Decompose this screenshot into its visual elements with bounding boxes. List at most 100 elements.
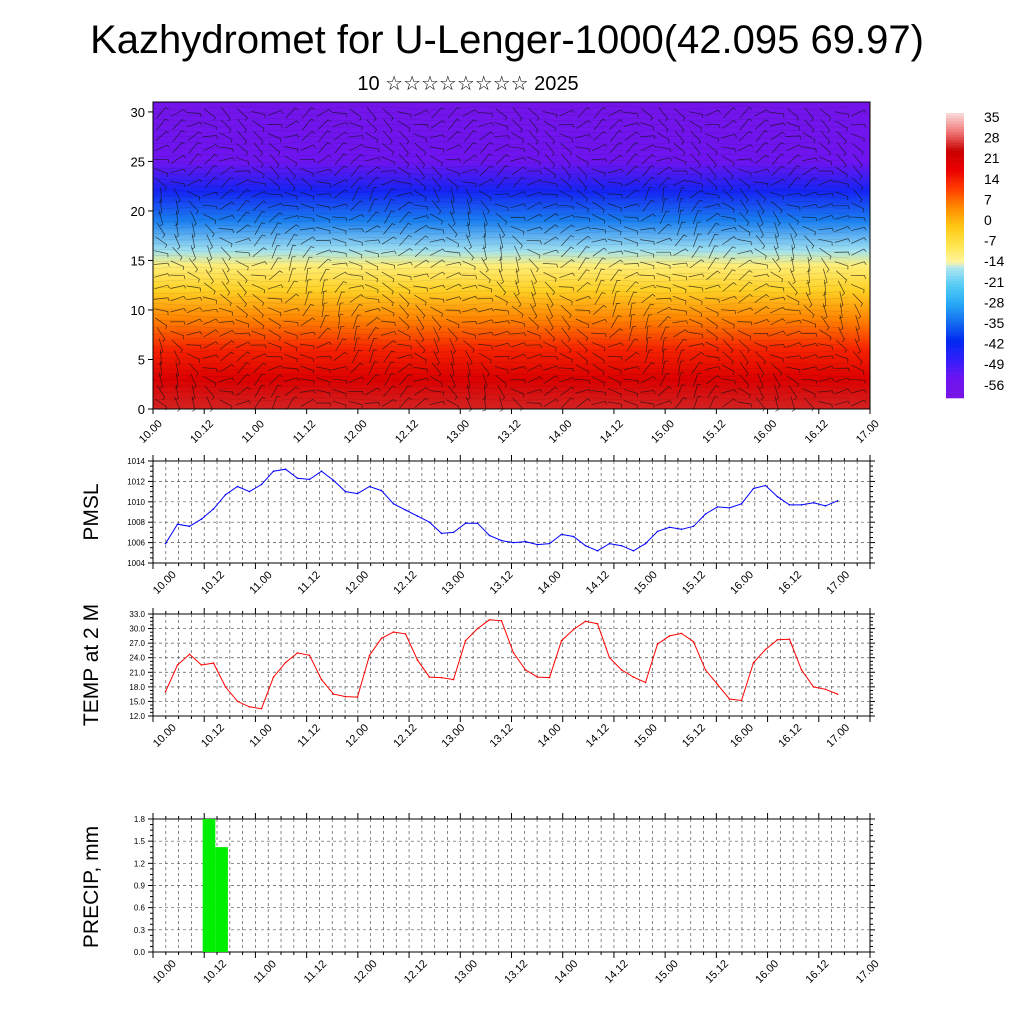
- colorbar-band: [946, 254, 964, 258]
- x-tick-label: 12.00: [343, 722, 371, 750]
- pmsl-point: [308, 478, 311, 481]
- pmsl-point: [776, 495, 779, 498]
- colorbar-band: [946, 281, 964, 285]
- colorbar-band: [946, 387, 964, 391]
- colorbar-band: [946, 392, 964, 396]
- colorbar-band: [946, 362, 964, 366]
- temp-point: [632, 676, 635, 678]
- pmsl-point: [236, 485, 239, 488]
- pmsl-point: [752, 487, 755, 490]
- x-tick-label-cross: 14.00: [547, 418, 575, 446]
- colorbar-band: [946, 346, 964, 350]
- temp-point: [356, 696, 359, 698]
- pmsl-point: [500, 539, 503, 542]
- colorbar-band: [946, 191, 964, 195]
- x-tick-label: 14.00: [536, 722, 564, 750]
- temp-point: [668, 635, 671, 637]
- colorbar-band: [946, 330, 964, 334]
- colorbar-band: [946, 164, 964, 168]
- pmsl-point: [452, 531, 455, 534]
- x-tick-label: 15.12: [680, 569, 708, 597]
- x-tick-label: 12.12: [402, 958, 430, 986]
- x-tick-label-cross: 16.12: [803, 418, 831, 446]
- grid-lines: [153, 614, 870, 716]
- x-tick-label: 15.12: [703, 958, 731, 986]
- colorbar-band: [946, 216, 964, 220]
- y-tick-label: 33.0: [129, 610, 145, 619]
- colorbar-label: -35: [984, 315, 1004, 331]
- y-tick-label-cross: 20: [131, 204, 145, 219]
- x-tick-label: 17.00: [824, 722, 852, 750]
- x-tick-label: 13.00: [440, 569, 468, 597]
- x-tick-label: 14.00: [553, 958, 581, 986]
- colorbar-band: [946, 338, 964, 342]
- x-tick-label: 11.00: [247, 722, 274, 749]
- temp-point: [344, 695, 347, 698]
- x-tick-label: 13.00: [452, 958, 480, 986]
- colorbar-band: [946, 284, 964, 288]
- colorbar-band: [946, 354, 964, 358]
- x-tick-label: 15.12: [680, 722, 708, 750]
- colorbar-band: [946, 376, 964, 380]
- colorbar-band: [946, 235, 964, 239]
- x-tick-label: 15.00: [653, 958, 681, 986]
- y-tick-label-cross: 5: [138, 352, 145, 367]
- temp-point: [692, 640, 695, 643]
- colorbar-label: -21: [984, 274, 1004, 290]
- y-tick-label: 0.3: [134, 926, 146, 935]
- colorbar-band: [946, 349, 964, 353]
- colorbar-band: [946, 227, 964, 231]
- colorbar-band: [946, 286, 964, 290]
- x-tick-label-cross: 10.00: [137, 418, 165, 446]
- isotherm-lines: [152, 106, 850, 401]
- x-tick-label: 17.00: [824, 569, 852, 597]
- pmsl-point: [332, 479, 335, 482]
- x-tick-label: 12.12: [391, 722, 419, 750]
- y-tick-label: 1010: [127, 498, 145, 507]
- temp-point: [764, 648, 767, 651]
- x-tick-label: 14.12: [584, 722, 612, 750]
- y-tick-label: 1004: [127, 559, 145, 568]
- x-tick-label: 15.00: [632, 569, 660, 597]
- temp-point: [836, 693, 839, 695]
- colorbar-band: [946, 262, 964, 266]
- colorbar-band: [946, 183, 964, 187]
- x-tick-label: 16.12: [776, 569, 804, 597]
- temp-point: [812, 686, 815, 688]
- colorbar-band: [946, 129, 964, 133]
- x-tick-label-cross: 12.12: [393, 418, 421, 446]
- colorbar-band: [946, 292, 964, 296]
- temp-point: [752, 661, 755, 664]
- temp-point: [188, 653, 191, 656]
- colorbar-band: [946, 327, 964, 331]
- colorbar-band: [946, 237, 964, 241]
- colorbar-band: [946, 145, 964, 149]
- colorbar-label: -14: [984, 253, 1004, 269]
- precip-panel: 0.0 0.3 0.6 0.9 1.2 1.5 1.8 10.00 10.12 11.00 11.1…: [80, 813, 882, 986]
- y-tick-label-cross: 0: [138, 402, 145, 417]
- colorbar-band: [946, 180, 964, 184]
- y-tick-label-cross: 25: [131, 154, 145, 169]
- pmsl-point: [668, 526, 671, 529]
- colorbar-band: [946, 251, 964, 255]
- pmsl-point: [596, 550, 599, 552]
- temp-point: [656, 643, 659, 645]
- colorbar-band: [946, 197, 964, 201]
- colorbar-band: [946, 256, 964, 260]
- colorbar-band: [946, 351, 964, 355]
- x-tick-label: 13.12: [488, 722, 516, 750]
- precip-bar: [215, 847, 228, 952]
- colorbar-band: [946, 167, 964, 171]
- x-tick-label: 16.00: [728, 569, 756, 597]
- colorbar-label: 14: [984, 171, 1000, 187]
- pmsl-point: [176, 523, 179, 525]
- x-tick-label: 10.12: [199, 722, 227, 750]
- y-tick-label: 21.0: [129, 668, 145, 677]
- colorbar-band: [946, 224, 964, 228]
- pmsl-point: [368, 485, 371, 488]
- pmsl-point: [704, 513, 707, 515]
- colorbar-band: [946, 341, 964, 345]
- y-tick-label: 1.2: [134, 859, 146, 868]
- pmsl-point: [272, 470, 275, 473]
- pmsl-point: [440, 532, 443, 535]
